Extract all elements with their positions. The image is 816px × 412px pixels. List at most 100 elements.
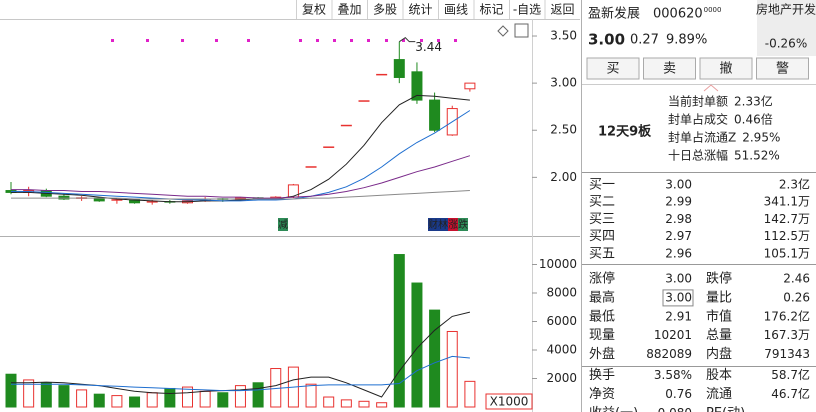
volume-bar xyxy=(411,282,423,408)
dot xyxy=(146,39,149,42)
trade-button-frame[interactable] xyxy=(586,57,640,80)
stat-label: 量比 xyxy=(706,290,732,305)
stat-label: 换手 xyxy=(589,368,615,383)
y-tick-label: 10000 xyxy=(539,257,577,271)
stat-value: 2.91 xyxy=(665,309,692,323)
toolbar-button[interactable]: 返回 xyxy=(550,3,574,17)
stat-value: 176.2亿 xyxy=(764,308,810,323)
toolbar-button[interactable]: 画线 xyxy=(444,3,468,17)
dot xyxy=(111,39,114,42)
stat-label: 内盘 xyxy=(706,346,732,362)
dot xyxy=(402,39,405,42)
bid-volume: 2.3亿 xyxy=(779,177,810,192)
event-badge xyxy=(438,218,448,231)
sector: 房地产开发 xyxy=(756,2,816,17)
seal-label: 当前封单额 xyxy=(668,94,728,109)
toolbar-button[interactable]: 叠加 xyxy=(337,3,361,17)
bid-price: 2.96 xyxy=(665,246,692,260)
seal-value: 2.33亿 xyxy=(734,94,773,109)
bid-price: 3.00 xyxy=(665,178,692,192)
volume-bar xyxy=(217,392,229,408)
volume-bar xyxy=(252,382,264,408)
trade-button[interactable]: 撤 xyxy=(719,61,732,77)
stat-highlight xyxy=(662,289,694,307)
volume-bar xyxy=(76,389,88,408)
volume-bar xyxy=(234,385,246,408)
trade-button-frame[interactable] xyxy=(756,57,809,80)
volume-bar xyxy=(146,392,158,408)
stat-label: 流通 xyxy=(706,387,732,402)
trade-button-frame[interactable] xyxy=(699,57,753,80)
stat-label: 市值 xyxy=(706,308,732,324)
stat-value: 10201 xyxy=(654,328,692,342)
seal-value: 2.95% xyxy=(742,131,780,145)
stat-value: 58.7亿 xyxy=(771,367,810,382)
y-tick-label: 3.00 xyxy=(550,76,577,90)
stat-value: 3.58% xyxy=(654,368,692,382)
volume-bar xyxy=(464,380,476,408)
event-badge xyxy=(278,218,288,231)
stat-label: 最低 xyxy=(589,309,615,324)
volume-bar xyxy=(376,402,388,408)
event-badge xyxy=(458,218,468,231)
stat-label: 收益(一) xyxy=(589,406,638,412)
dot xyxy=(333,39,336,42)
bid-label: 买五 xyxy=(589,246,615,261)
volume-bar xyxy=(393,254,405,408)
seal-label: 封单占成交 xyxy=(668,112,728,127)
bid-price: 2.99 xyxy=(665,195,692,209)
moving-average xyxy=(11,190,470,200)
volume-bar xyxy=(199,390,211,408)
seal-label: 十日总涨幅 xyxy=(668,148,728,163)
tab-icon xyxy=(703,84,719,92)
stat-label: 现量 xyxy=(589,328,615,343)
y-tick-label: 3.50 xyxy=(550,29,577,43)
toolbar-button[interactable]: 标记 xyxy=(479,3,503,17)
toolbar-button[interactable]: 复权 xyxy=(302,3,326,17)
y-tick-label: 6000 xyxy=(546,314,577,328)
sector-box xyxy=(757,0,816,56)
unit-box xyxy=(485,393,533,410)
unit-label: X1000 xyxy=(490,395,529,409)
stat-label: 涨停 xyxy=(589,271,615,287)
dot xyxy=(181,39,184,42)
limit-up-dots xyxy=(111,39,457,42)
event-label: 涨 xyxy=(448,219,458,231)
volume-bar xyxy=(58,385,70,408)
y-tick-label: 2.00 xyxy=(550,170,577,184)
change-pct: 9.89% xyxy=(666,33,707,48)
trade-button[interactable]: 买 xyxy=(606,62,619,77)
diamond-icon[interactable] xyxy=(497,25,509,37)
event-label: 林 xyxy=(438,218,448,231)
trade-button[interactable]: 卖 xyxy=(663,62,676,77)
event-badge xyxy=(428,218,438,231)
stat-value: 791343 xyxy=(764,347,810,361)
trade-button[interactable]: 警 xyxy=(776,61,789,77)
toolbar-button[interactable]: 统计 xyxy=(408,3,432,17)
moving-average xyxy=(11,355,470,392)
window-icon[interactable] xyxy=(514,23,529,38)
stat-label: 跌停 xyxy=(706,271,732,287)
volume-bar xyxy=(429,309,441,408)
stat-value: 46.7亿 xyxy=(771,386,810,401)
stat-label: 最高 xyxy=(589,289,615,305)
bid-volume: 142.7万 xyxy=(764,212,810,226)
moving-average xyxy=(11,155,471,199)
y-tick-label: 2.50 xyxy=(550,123,577,137)
volume-bar xyxy=(446,330,458,408)
dot xyxy=(385,39,388,42)
dot xyxy=(367,39,370,42)
moving-average xyxy=(11,110,471,202)
event-label: 财 xyxy=(428,218,438,231)
volume-bar xyxy=(40,382,52,408)
bid-volume: 105.1万 xyxy=(764,246,810,260)
trade-button-frame[interactable] xyxy=(643,57,696,80)
volume-bar xyxy=(93,393,105,408)
change: 0.27 xyxy=(630,33,659,48)
dot xyxy=(299,39,302,42)
dot xyxy=(437,39,440,42)
toolbar-button[interactable]: -自选 xyxy=(513,3,541,17)
stat-value: 0.080 xyxy=(658,406,692,412)
seal-label: 封单占流通Z xyxy=(668,130,736,145)
toolbar-button[interactable]: 多股 xyxy=(373,3,397,17)
